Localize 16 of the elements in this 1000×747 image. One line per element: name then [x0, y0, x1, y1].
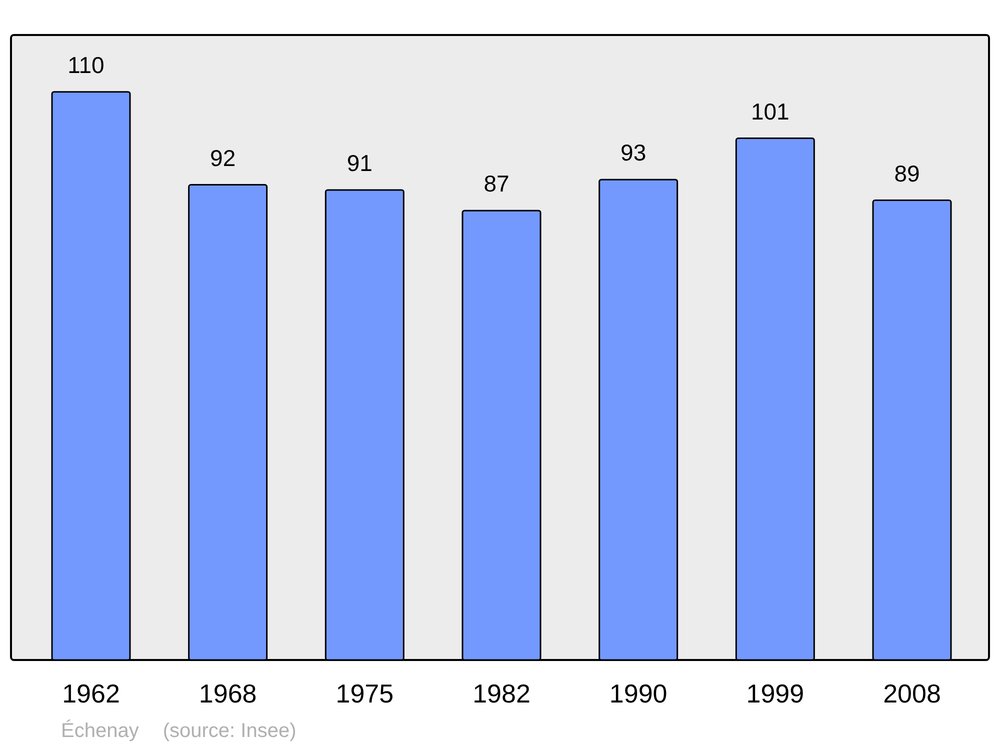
x-tick-label: 1962: [62, 678, 120, 708]
x-tick-label: 1975: [336, 678, 394, 708]
data-label: 91: [346, 150, 372, 176]
data-label: 92: [210, 144, 236, 171]
text: Échenay: [61, 719, 139, 742]
data-label: 87: [484, 170, 510, 197]
x-tick-label: 1999: [746, 678, 804, 708]
x-tick-label: 1982: [472, 678, 530, 708]
data-label: 110: [68, 52, 104, 78]
x-tick-label: 1990: [609, 678, 668, 708]
data-label: 93: [620, 140, 646, 166]
data-label: 89: [894, 160, 920, 186]
data-label: 101: [750, 98, 790, 124]
x-tick-label: 1968: [198, 678, 257, 708]
text: (source: Insee): [162, 720, 296, 742]
x-tick-label: 2008: [883, 678, 941, 708]
